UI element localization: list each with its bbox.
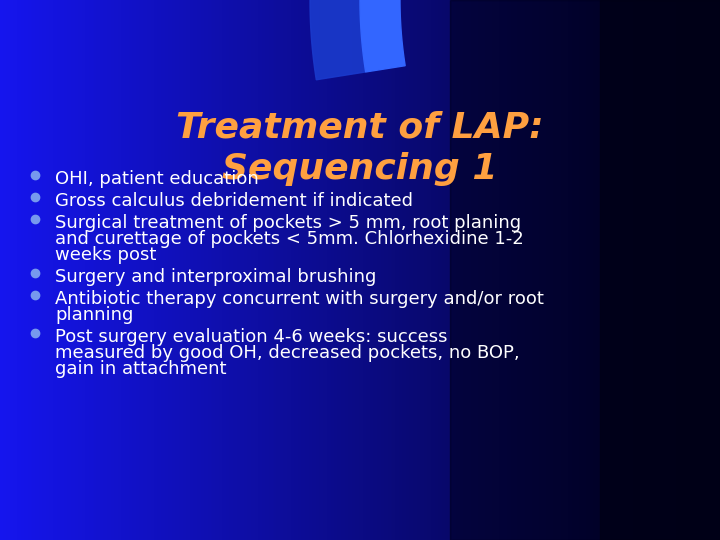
Text: and curettage of pockets < 5mm. Chlorhexidine 1-2: and curettage of pockets < 5mm. Chlorhex… — [55, 230, 523, 248]
Text: Surgery and interproximal brushing: Surgery and interproximal brushing — [55, 268, 377, 286]
Text: Post surgery evaluation 4-6 weeks: success: Post surgery evaluation 4-6 weeks: succe… — [55, 328, 448, 346]
Text: Antibiotic therapy concurrent with surgery and/or root: Antibiotic therapy concurrent with surge… — [55, 290, 544, 308]
Polygon shape — [360, 0, 720, 72]
Text: OHI, patient education: OHI, patient education — [55, 170, 258, 188]
Polygon shape — [600, 0, 720, 540]
Text: Surgical treatment of pockets > 5 mm, root planing: Surgical treatment of pockets > 5 mm, ro… — [55, 214, 521, 232]
Text: Treatment of LAP:
Sequencing 1: Treatment of LAP: Sequencing 1 — [176, 110, 544, 186]
Text: weeks post: weeks post — [55, 246, 156, 264]
Polygon shape — [310, 0, 720, 80]
Text: planning: planning — [55, 306, 133, 324]
Text: measured by good OH, decreased pockets, no BOP,: measured by good OH, decreased pockets, … — [55, 344, 520, 362]
Text: Gross calculus debridement if indicated: Gross calculus debridement if indicated — [55, 192, 413, 210]
Polygon shape — [450, 0, 720, 540]
Text: gain in attachment: gain in attachment — [55, 360, 227, 378]
